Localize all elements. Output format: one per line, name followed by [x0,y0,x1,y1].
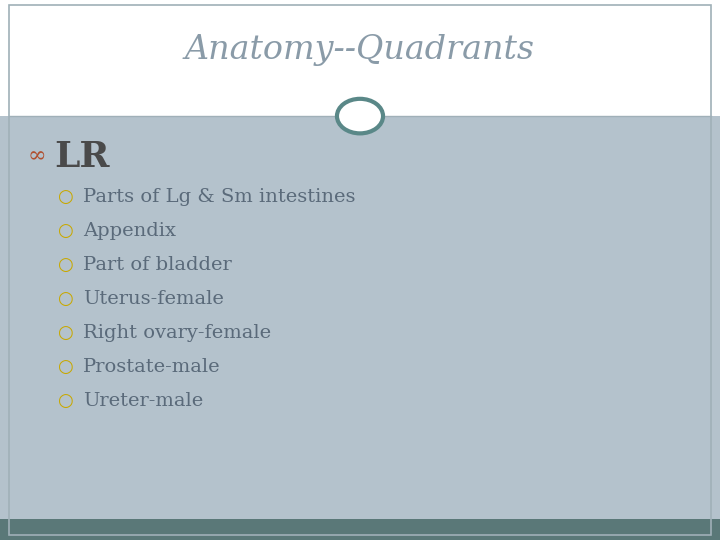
Text: ∞: ∞ [27,146,46,167]
Text: ○: ○ [57,256,73,274]
Text: Right ovary-female: Right ovary-female [83,324,271,342]
Text: Uterus-female: Uterus-female [83,290,224,308]
Circle shape [337,99,383,133]
Text: Ureter-male: Ureter-male [83,392,203,410]
Text: ○: ○ [57,290,73,308]
Text: Prostate-male: Prostate-male [83,358,220,376]
Bar [0,519,720,540]
Text: Parts of Lg & Sm intestines: Parts of Lg & Sm intestines [83,188,355,206]
Text: ○: ○ [57,188,73,206]
Text: ○: ○ [57,222,73,240]
Text: Part of bladder: Part of bladder [83,256,232,274]
Text: Anatomy--Quadrants: Anatomy--Quadrants [185,34,535,66]
Text: Appendix: Appendix [83,222,176,240]
Text: ○: ○ [57,358,73,376]
Text: ○: ○ [57,392,73,410]
Bar [0,116,720,519]
Text: ○: ○ [57,324,73,342]
Text: LR: LR [54,140,109,173]
Bar [0,0,720,116]
